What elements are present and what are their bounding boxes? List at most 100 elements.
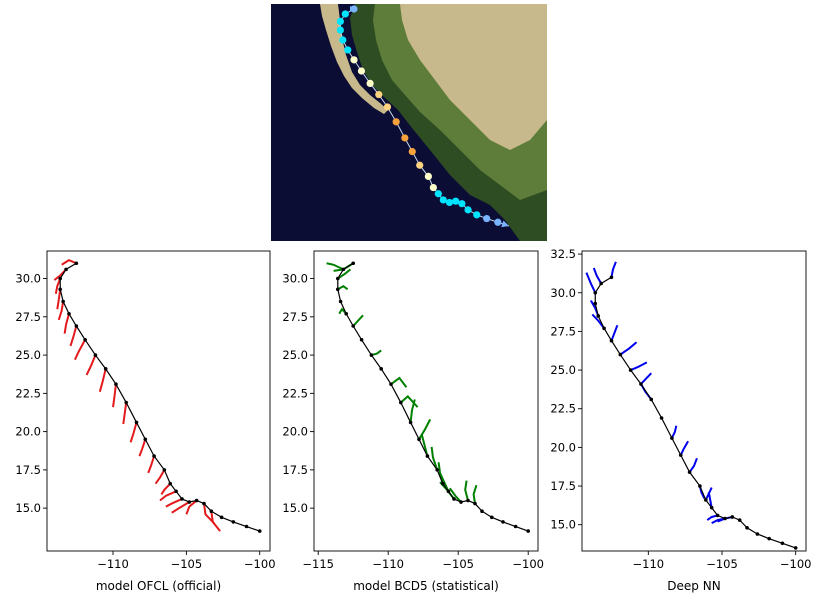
forecast-segment [85,354,97,376]
y-tick-label: 22.5 [550,402,576,416]
best-track-point [639,382,643,386]
forecast-segment [185,499,198,515]
panel-bcd5-forecasts [326,262,478,504]
y-tick-label: 17.5 [282,463,308,477]
y-tick-label: 15.0 [550,518,576,532]
best-track-point [67,311,71,316]
y-tick-label: 17.5 [550,479,576,493]
forecast-segment [112,384,117,408]
best-track-point [618,352,623,357]
best-track-point [417,437,421,442]
best-track-point [180,497,184,501]
map-track-point [494,218,502,226]
y-tick-label: 15.0 [15,501,41,515]
best-track-point [490,515,494,520]
panel-ofcl-forecasts [53,259,221,532]
best-track-point [501,520,505,524]
best-track-point [351,324,356,328]
best-track-point [745,526,749,530]
best-track-point [64,267,68,272]
best-track-point [58,287,63,292]
forecast-segment [138,438,147,457]
panel-ofcl-xticks: −110 −105 −100 [97,551,276,571]
map-track-arrow-start [350,6,357,12]
forecast-segment [418,418,432,440]
y-tick-label: 20.0 [15,425,41,439]
x-tick-label: −100 [244,557,276,571]
forecast-segment [337,285,349,291]
best-track-point [767,536,771,541]
best-track-point [459,500,463,504]
best-track-point [649,397,654,402]
map-track-arrow-end [501,220,509,228]
best-track-point [74,261,79,266]
map-track-point [339,36,347,44]
panel-bcd5-yticks: 15.0 17.5 20.0 22.5 25.0 27.5 30.0 [282,272,314,515]
best-track-point [257,529,262,533]
y-tick-label: 22.5 [282,386,308,400]
forecast-segment [711,517,726,525]
best-track-point [446,489,451,494]
best-track-point [124,400,129,405]
forecast-segment [704,487,713,501]
map-track-point [375,90,383,99]
forecast-segment [61,259,77,266]
panel-ofcl-xlabel: model OFCL (official) [96,579,221,593]
y-tick-label: 32.5 [550,247,576,261]
best-track-point [723,516,727,521]
map-track-point [350,56,358,64]
best-track-point [187,500,192,504]
panel-deepnn-xlabel: Deep NN [667,579,720,593]
y-tick-label: 27.5 [15,310,41,324]
forecast-segment [630,361,648,371]
forecast-segment [326,262,344,271]
best-track-point [341,267,346,272]
best-track-point [593,290,598,295]
panel-bcd5: −115 −110 −105 −100 15.0 17.5 20.0 22.5 25.0 27.… [282,250,544,593]
forecast-segment [670,425,678,439]
panel-bcd5-xlabel: model BCD5 (statistical) [353,579,499,593]
map-track-point [392,118,400,126]
best-track-point [793,546,798,550]
forecast-segment [585,272,597,294]
forecast-segment [472,484,478,504]
forecast-segment [159,490,177,502]
best-track-point [351,261,356,266]
panel-bcd5-track [336,261,530,533]
map-track-point [401,134,409,142]
best-track-point [143,437,148,442]
panel-deepnn-track [593,275,798,550]
forecast-segment [69,325,78,347]
map-track-point [439,196,447,204]
best-track-point [715,513,720,518]
map-track-point [464,206,472,214]
y-tick-label: 25.0 [282,348,308,362]
best-track-point [513,524,518,529]
map-track-point [424,172,432,180]
best-track-point [609,275,614,280]
x-tick-label: −110 [372,557,404,571]
y-tick-label: 22.5 [15,386,41,400]
track-map [271,4,547,241]
best-track-point [336,276,340,281]
best-track-point [730,515,735,519]
best-track-point [602,326,606,331]
best-track-point [473,501,477,506]
x-tick-label: −110 [633,557,665,571]
best-track-point [359,337,364,342]
best-track-point [344,311,349,316]
forecast-segment [610,261,617,278]
forecast-segment [448,487,462,503]
map-track-point [366,79,374,87]
map-land [320,4,547,241]
y-tick-label: 30.0 [550,286,576,300]
best-track-point [369,353,374,357]
best-track-point [168,481,173,486]
forecast-segment [591,313,605,329]
best-track-point [399,400,403,405]
best-track-point [659,416,664,420]
forecast-segment [352,314,364,327]
map-track-point [344,46,352,54]
best-track-point [389,382,393,386]
